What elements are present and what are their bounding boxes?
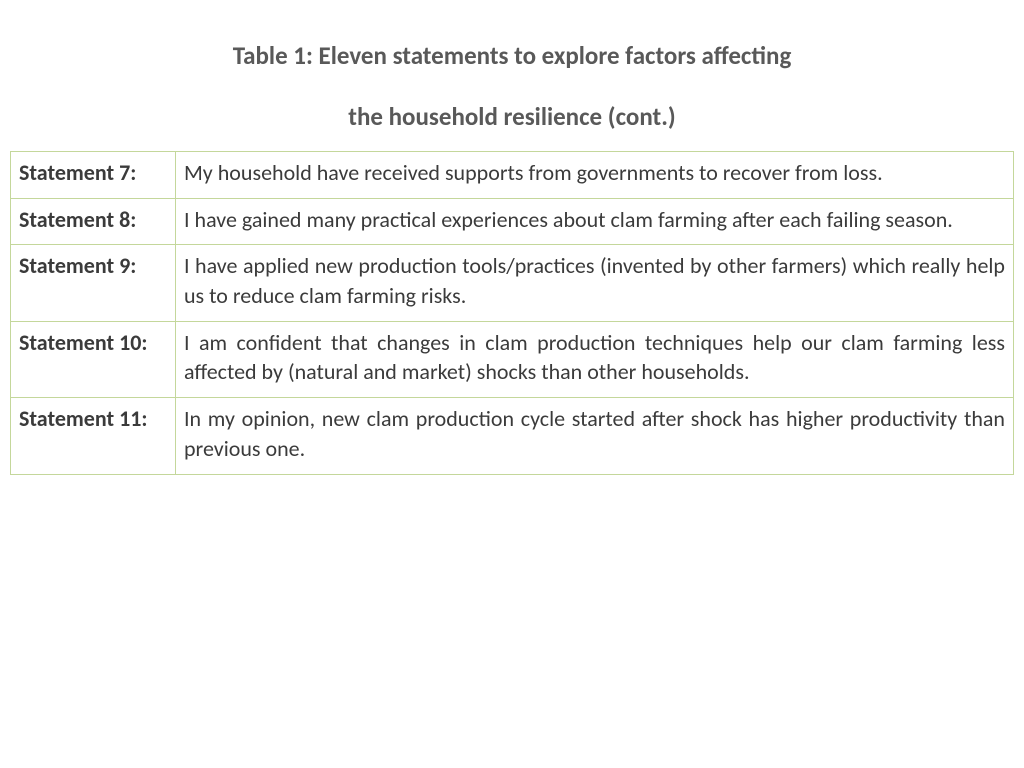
table-row: Statement 11: In my opinion, new clam pr… bbox=[11, 398, 1014, 474]
statement-label: Statement 11: bbox=[11, 398, 176, 474]
statements-table: Statement 7: My household have received … bbox=[10, 151, 1014, 475]
statement-label: Statement 8: bbox=[11, 198, 176, 245]
statement-text: My household have received supports from… bbox=[176, 152, 1014, 199]
statement-text: I am confident that changes in clam prod… bbox=[176, 321, 1014, 397]
statement-text: In my opinion, new clam production cycle… bbox=[176, 398, 1014, 474]
statement-label: Statement 7: bbox=[11, 152, 176, 199]
title-line-2: the household resilience (cont.) bbox=[10, 101, 1014, 134]
statement-text: I have gained many practical experiences… bbox=[176, 198, 1014, 245]
statement-label: Statement 9: bbox=[11, 245, 176, 321]
statement-label: Statement 10: bbox=[11, 321, 176, 397]
table-row: Statement 8: I have gained many practica… bbox=[11, 198, 1014, 245]
table-row: Statement 9: I have applied new producti… bbox=[11, 245, 1014, 321]
table-row: Statement 7: My household have received … bbox=[11, 152, 1014, 199]
statement-text: I have applied new production tools/prac… bbox=[176, 245, 1014, 321]
title-block: Table 1: Eleven statements to explore fa… bbox=[10, 40, 1014, 133]
title-line-1: Table 1: Eleven statements to explore fa… bbox=[10, 40, 1014, 73]
slide: Table 1: Eleven statements to explore fa… bbox=[0, 0, 1024, 768]
table-row: Statement 10: I am confident that change… bbox=[11, 321, 1014, 397]
